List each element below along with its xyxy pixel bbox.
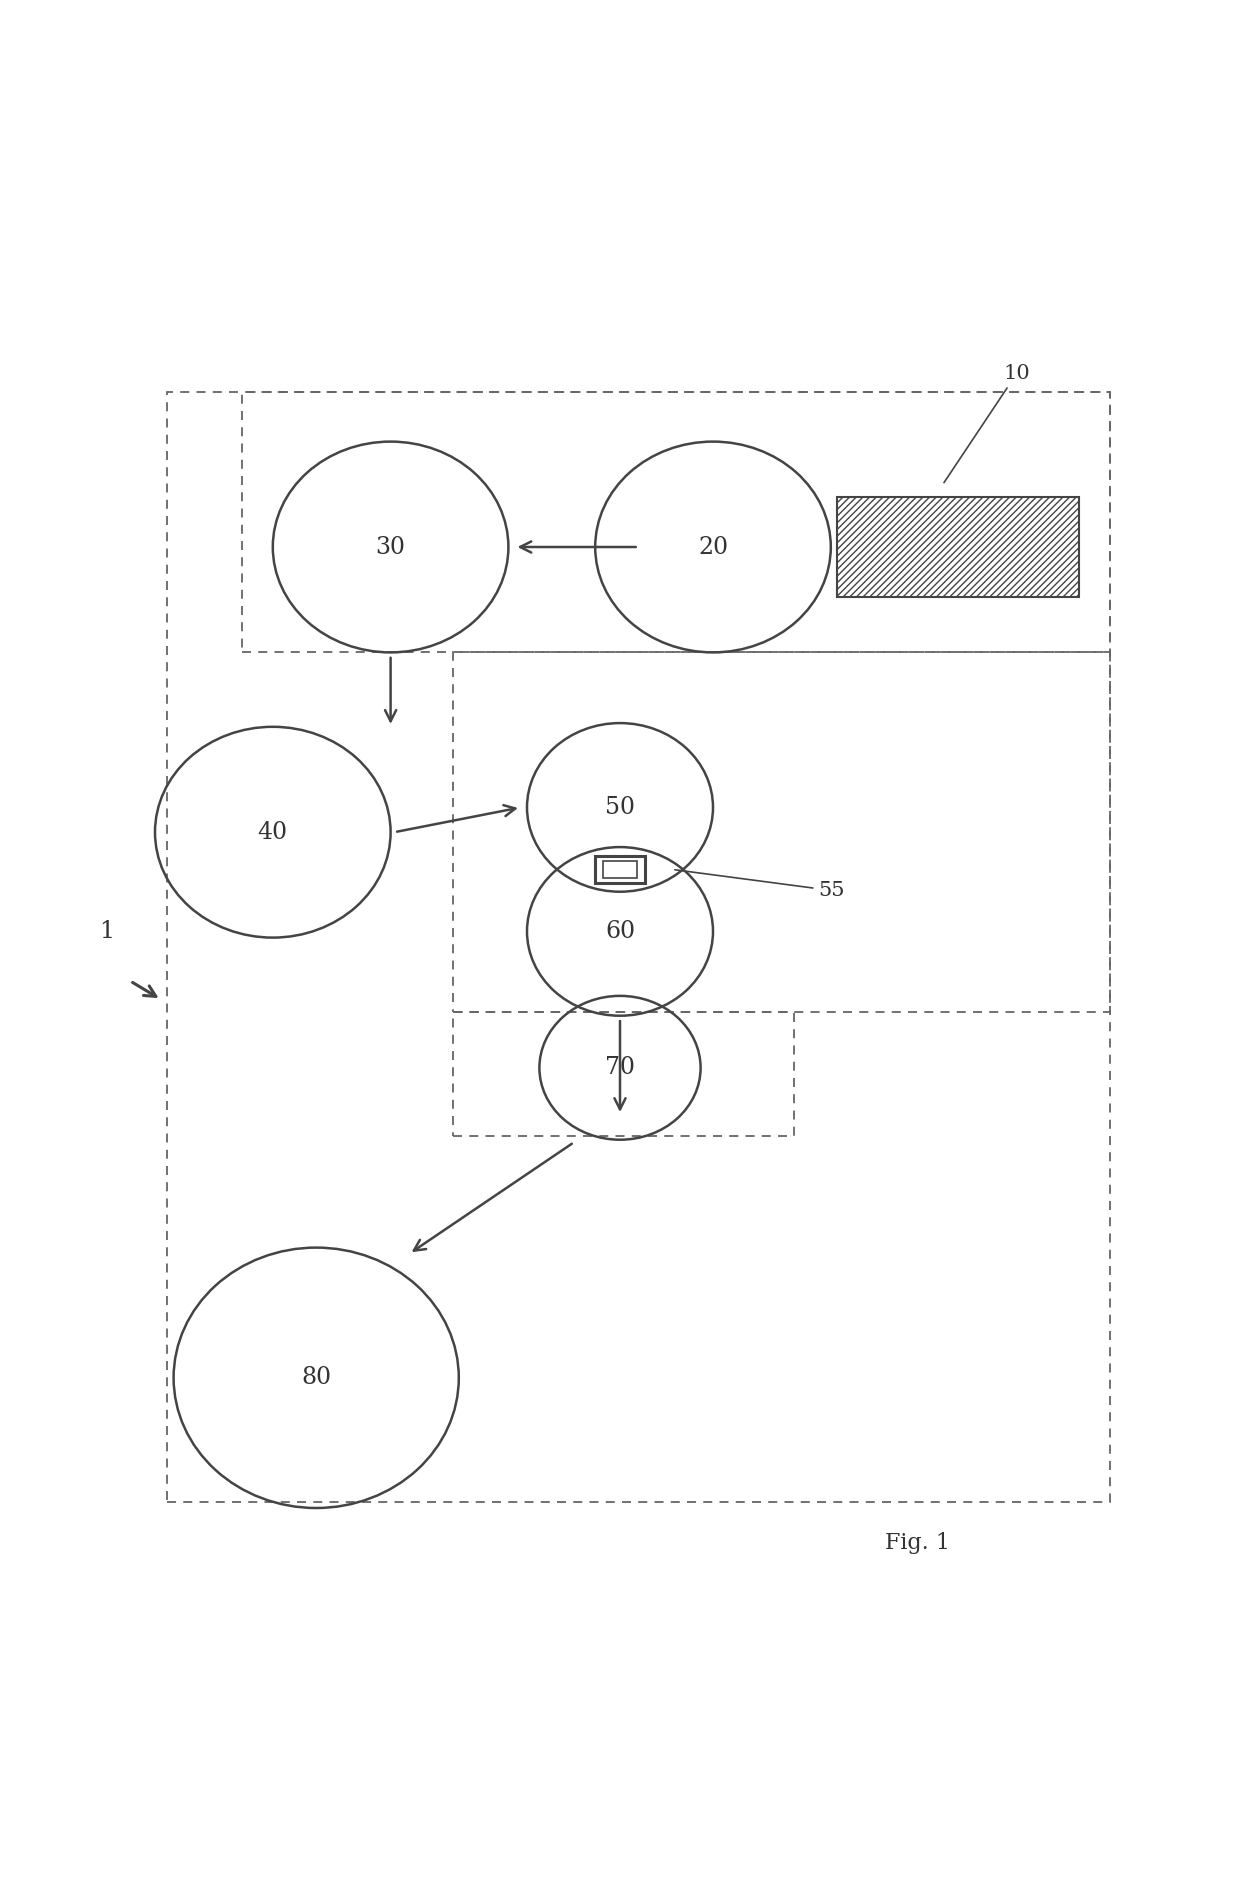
Text: 60: 60 — [605, 920, 635, 942]
Text: 50: 50 — [605, 796, 635, 819]
Bar — [595, 855, 645, 884]
Text: 20: 20 — [698, 536, 728, 559]
Text: 1: 1 — [99, 920, 114, 942]
Text: 70: 70 — [605, 1056, 635, 1079]
Text: Fig. 1: Fig. 1 — [885, 1531, 950, 1554]
Text: 40: 40 — [258, 821, 288, 844]
Bar — [603, 861, 637, 878]
Bar — [837, 498, 1079, 597]
Text: 10: 10 — [944, 365, 1030, 483]
Text: 80: 80 — [301, 1366, 331, 1389]
Text: 55: 55 — [675, 870, 844, 901]
Text: 30: 30 — [376, 536, 405, 559]
